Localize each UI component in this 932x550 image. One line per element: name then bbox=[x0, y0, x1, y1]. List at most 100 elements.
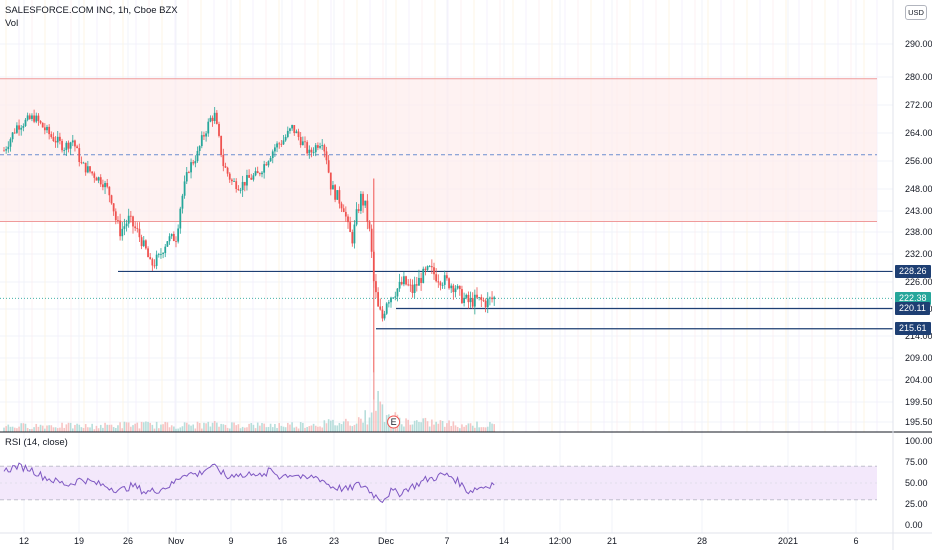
candle-body bbox=[282, 140, 285, 145]
currency-button[interactable]: USD bbox=[905, 5, 927, 20]
volume-bar bbox=[7, 424, 10, 432]
volume-bar bbox=[56, 428, 59, 432]
candle-body bbox=[405, 276, 407, 285]
candle-body bbox=[439, 282, 442, 286]
candle-body bbox=[336, 190, 339, 200]
volume-bar bbox=[201, 428, 203, 432]
candle-body bbox=[325, 151, 328, 161]
volume-bar bbox=[84, 424, 87, 432]
volume-bar bbox=[220, 423, 222, 432]
candle-body bbox=[357, 209, 360, 211]
candle-body bbox=[28, 115, 31, 119]
volume-bar bbox=[289, 424, 291, 432]
volume-bar bbox=[357, 417, 360, 432]
volume-bar bbox=[173, 426, 175, 432]
candle-body bbox=[383, 313, 386, 319]
volume-bar bbox=[297, 428, 300, 432]
volume-bar bbox=[443, 426, 446, 432]
level-price-badge: 228.26 bbox=[895, 264, 931, 278]
candle-body bbox=[20, 127, 23, 130]
volume-bar bbox=[168, 427, 171, 432]
volume-bar bbox=[334, 425, 336, 432]
candle-body bbox=[86, 166, 89, 173]
price-tick-label: 280.00 bbox=[905, 72, 932, 82]
volume-bar bbox=[259, 425, 261, 432]
candle-body bbox=[157, 254, 160, 255]
candle-body bbox=[349, 222, 352, 233]
candle-body bbox=[181, 195, 184, 209]
volume-bar bbox=[194, 428, 197, 432]
candle-body bbox=[233, 181, 235, 182]
candle-body bbox=[18, 125, 20, 130]
level-price-badge: 220.11 bbox=[895, 302, 930, 315]
candle-body bbox=[13, 132, 16, 134]
candle-body bbox=[224, 166, 227, 168]
price-tick-label: 195.50 bbox=[905, 417, 932, 427]
time-tick-label: 12:00 bbox=[549, 536, 572, 546]
candle-body bbox=[123, 226, 126, 229]
candle-body bbox=[377, 292, 379, 307]
candle-body bbox=[381, 309, 384, 319]
volume-bar bbox=[340, 424, 343, 432]
candle-body bbox=[269, 158, 272, 162]
candle-body bbox=[183, 181, 186, 196]
time-tick-label: 9 bbox=[228, 536, 233, 546]
volume-bar bbox=[185, 422, 188, 432]
volume-bar bbox=[345, 418, 347, 432]
volume-bar bbox=[63, 427, 65, 432]
volume-bar bbox=[130, 426, 132, 432]
price-tick-label: 248.00 bbox=[905, 184, 932, 194]
volume-bar bbox=[342, 421, 345, 432]
candle-body bbox=[207, 121, 210, 134]
candle-body bbox=[314, 145, 317, 153]
volume-bar bbox=[207, 421, 210, 432]
volume-bar bbox=[484, 427, 487, 432]
candle-body bbox=[114, 211, 117, 221]
candle-body bbox=[241, 181, 244, 191]
volume-bar bbox=[149, 422, 151, 432]
rsi-tick-label: 50.00 bbox=[905, 478, 928, 488]
candle-body bbox=[125, 223, 128, 227]
volume-bar bbox=[310, 425, 313, 432]
volume-bar bbox=[437, 423, 440, 432]
volume-bar bbox=[248, 423, 250, 432]
rsi-line bbox=[3, 462, 495, 504]
candle-body bbox=[398, 281, 401, 289]
volume-bar bbox=[306, 426, 308, 432]
candle-body bbox=[162, 253, 164, 254]
volume-bar bbox=[26, 427, 29, 432]
volume-bar bbox=[190, 425, 192, 432]
time-tick-label: 16 bbox=[277, 536, 287, 546]
candle-body bbox=[231, 179, 233, 182]
volume-bar bbox=[158, 428, 160, 432]
volume-bar bbox=[261, 422, 263, 432]
volume-bar bbox=[351, 426, 354, 432]
price-tick-label: 290.00 bbox=[905, 39, 932, 49]
price-tick-label: 214.00 bbox=[905, 331, 932, 341]
candle-body bbox=[342, 208, 345, 212]
volume-bar bbox=[181, 426, 184, 432]
volume-bar bbox=[147, 421, 149, 432]
candle-body bbox=[289, 128, 291, 131]
candle-body bbox=[323, 145, 326, 152]
candle-body bbox=[121, 228, 124, 237]
candle-body bbox=[248, 175, 250, 178]
volume-bar bbox=[267, 426, 270, 432]
candle-body bbox=[190, 162, 192, 173]
price-tick-label: 243.00 bbox=[905, 206, 932, 216]
resistance-zone bbox=[0, 78, 877, 222]
candle-body bbox=[344, 211, 347, 217]
volume-bar bbox=[476, 421, 478, 432]
candle-body bbox=[71, 140, 74, 143]
candle-body bbox=[170, 234, 173, 237]
candle-body bbox=[338, 190, 341, 204]
candle-body bbox=[454, 288, 457, 293]
candle-body bbox=[188, 172, 190, 173]
volume-bar bbox=[314, 425, 317, 432]
candle-body bbox=[332, 185, 334, 190]
volume-bar bbox=[39, 424, 42, 432]
candle-body bbox=[33, 115, 35, 122]
volume-bar bbox=[355, 423, 358, 432]
rsi-tick-label: 100.00 bbox=[905, 436, 932, 446]
